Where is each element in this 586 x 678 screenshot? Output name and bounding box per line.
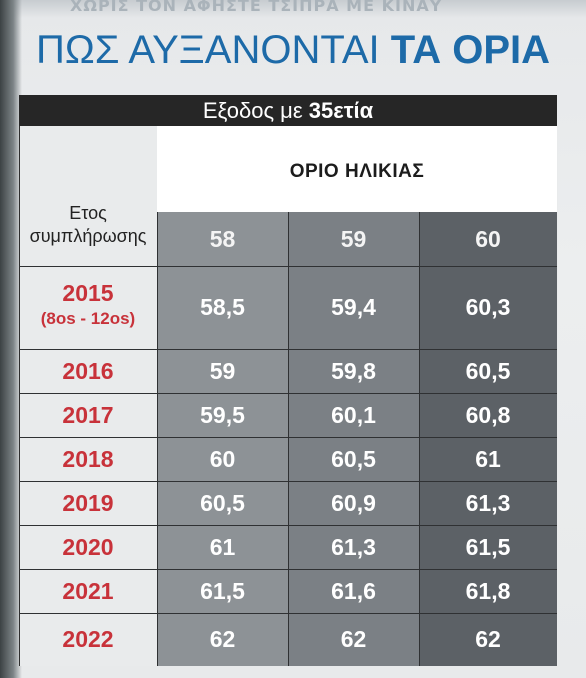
value-cell: 60,5 xyxy=(331,446,376,472)
value-cell: 60,8 xyxy=(465,402,511,428)
value-cell: 59,4 xyxy=(331,294,376,320)
ghost-headline-text: ΧΩΡΙΣ ΤΟΝ ΑΦΗΣΤΕ ΤΣΙΠΡΑ ΜΕ ΚΙΝΑΥ xyxy=(70,0,443,15)
value-cell: 61,5 xyxy=(465,534,511,560)
value-cell: 60,5 xyxy=(200,490,245,516)
value-cell: 62 xyxy=(340,626,367,652)
value-cell: 60,9 xyxy=(331,490,376,516)
year-cell: 2017 xyxy=(62,402,114,428)
year-cell: 2020 xyxy=(62,534,114,560)
value-cell: 58,5 xyxy=(200,294,245,320)
retirement-age-table: Εξοδος με 35ετία ΟΡΙΟ ΗΛΙΚΙΑΣ Ετος συμπλ… xyxy=(19,95,558,666)
value-cell: 61 xyxy=(209,534,236,560)
top-strip: ΧΩΡΙΣ ΤΟΝ ΑΦΗΣΤΕ ΤΣΙΠΡΑ ΜΕ ΚΙΝΑΥ xyxy=(0,0,586,18)
age-column-59 xyxy=(288,212,419,666)
column-divider xyxy=(157,212,158,666)
age-header-cell: 60 xyxy=(475,226,501,252)
value-cell: 61,3 xyxy=(465,490,511,516)
value-cell: 59 xyxy=(209,358,236,384)
age-header-cell: 59 xyxy=(340,226,367,252)
age-header-cell: 58 xyxy=(209,226,236,252)
left-page-shadow xyxy=(0,0,22,678)
row-divider xyxy=(19,349,557,350)
title-light: ΠΩΣ ΑΥΞΑΝΟΝΤΑΙ xyxy=(35,28,380,72)
year-column-heading: Ετος συμπλήρωσης xyxy=(19,202,157,248)
year-cell: 2019 xyxy=(62,490,114,516)
age-limit-title: ΟΡΙΟ ΗΛΙΚΙΑΣ xyxy=(289,161,425,182)
row-divider xyxy=(19,393,557,394)
year-cell: 2018 xyxy=(62,446,114,472)
value-cell: 60,3 xyxy=(465,294,511,320)
age-column-58 xyxy=(157,212,288,666)
row-divider xyxy=(19,266,557,267)
value-cell: 61,3 xyxy=(331,534,376,560)
title-bold: ΤΑ ΟΡΙΑ xyxy=(390,28,551,72)
value-cell: 60,1 xyxy=(331,402,376,428)
value-cell: 61 xyxy=(475,446,501,472)
table-band: Εξοδος με 35ετία xyxy=(19,95,557,126)
value-cell: 60,5 xyxy=(465,358,511,384)
year-sublabel: (8os - 12os) xyxy=(40,309,136,328)
year-label: 2015 xyxy=(62,280,114,306)
band-bold: 35ετία xyxy=(308,98,374,123)
row-divider xyxy=(19,613,557,614)
value-cell: 62 xyxy=(209,626,236,652)
value-cell: 60 xyxy=(209,446,236,472)
year-head-line1: Ετος xyxy=(69,203,107,223)
value-cell: 61,5 xyxy=(200,578,245,604)
band-prefix: Εξοδος με xyxy=(202,98,303,123)
year-cell: 2022 xyxy=(62,626,114,652)
age-column-60 xyxy=(419,212,557,666)
age-header-area xyxy=(157,126,557,212)
column-divider xyxy=(288,212,289,666)
year-head-line2: συμπλήρωσης xyxy=(29,226,147,246)
year-cell: 2016 xyxy=(62,358,114,384)
year-cell: 2021 xyxy=(62,578,114,604)
column-divider xyxy=(419,212,420,666)
year-cell: 2015 (8os - 12os) xyxy=(19,266,157,349)
row-divider xyxy=(19,525,557,526)
page-title: ΠΩΣ ΑΥΞΑΝΟΝΤΑΙ ΤΑ ΟΡΙΑ xyxy=(0,24,586,76)
value-cell: 61,6 xyxy=(331,578,376,604)
row-divider xyxy=(19,481,557,482)
row-divider xyxy=(19,437,557,438)
value-cell: 61,8 xyxy=(465,578,511,604)
value-cell: 59,8 xyxy=(331,358,376,384)
row-divider xyxy=(19,569,557,570)
value-cell: 62 xyxy=(475,626,501,652)
value-cell: 59,5 xyxy=(200,402,245,428)
